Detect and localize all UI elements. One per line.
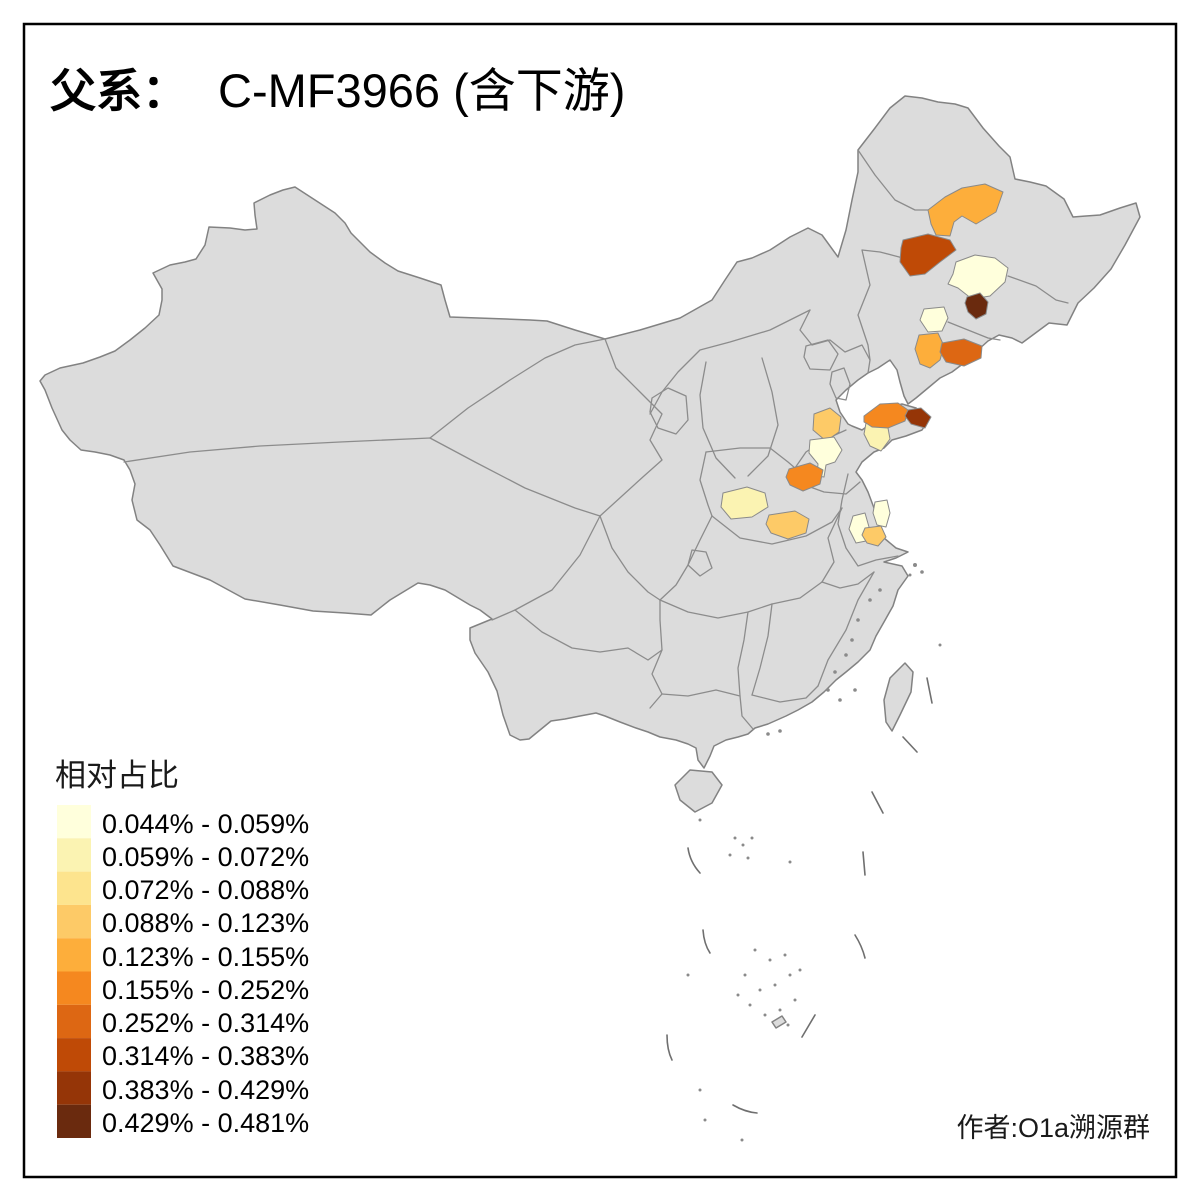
legend-swatch-8: [57, 1038, 91, 1072]
legend-swatch-10: [57, 1104, 91, 1138]
china-mainland-shape: [39, 95, 1141, 1142]
map-region-liaoning-orange: [914, 332, 945, 369]
legend-label-8: 0.314% - 0.383%: [102, 1041, 309, 1071]
map-region-henan-pale: [720, 486, 769, 520]
legend-swatch-4: [57, 904, 91, 939]
legend-swatch-2: [57, 838, 91, 872]
legend-label-7: 0.252% - 0.314%: [102, 1008, 309, 1038]
small-island: [771, 1015, 787, 1029]
highlighted-regions: [720, 183, 1009, 547]
legend: 相对占比 0.044% - 0.059% 0.059% - 0.072% 0.0…: [55, 758, 309, 1138]
plot-frame: [22, 22, 1178, 1179]
map-region-shandong-cream: [808, 436, 843, 478]
legend-swatch-3: [57, 871, 91, 905]
legend-title: 相对占比: [55, 758, 179, 793]
legend-swatch-6: [57, 971, 91, 1005]
taiwan-island: [883, 662, 914, 732]
map-region-northeast-orange: [927, 183, 1004, 237]
legend-swatch-7: [57, 1004, 91, 1039]
page-title-prefix: 父系：: [50, 65, 188, 117]
map-region-east-cream-2: [872, 499, 891, 528]
legend-label-2: 0.059% - 0.072%: [102, 842, 309, 872]
map-region-east-lightorange: [861, 525, 887, 547]
legend-label-5: 0.123% - 0.155%: [102, 942, 309, 972]
legend-swatch-5: [57, 938, 91, 972]
map-region-northeast-rust: [899, 233, 957, 277]
legend-label-6: 0.155% - 0.252%: [102, 975, 309, 1005]
sea-boundary-dashes: [666, 677, 933, 1114]
map-region-shandong-darkred: [904, 407, 932, 429]
map-region-henan-orange: [785, 462, 824, 492]
legend-swatch-9: [57, 1071, 91, 1105]
page-title: C-MF3966 (含下游): [218, 64, 625, 117]
legend-label-10: 0.429% - 0.481%: [102, 1108, 309, 1138]
legend-label-3: 0.072% - 0.088%: [102, 875, 309, 905]
attribution-text: 作者:O1a溯源群: [956, 1113, 1150, 1143]
legend-label-9: 0.383% - 0.429%: [102, 1075, 309, 1105]
hainan-island: [674, 769, 723, 813]
map-region-henan-lightorange: [765, 510, 810, 540]
map-region-liaoning-darkorange: [939, 338, 983, 367]
legend-label-4: 0.088% - 0.123%: [102, 908, 309, 938]
map-region-shandong-lightorange: [812, 407, 842, 442]
map-region-northeast-cream: [947, 254, 1009, 300]
map-region-darkbrown-spot: [964, 292, 989, 320]
province-borders: [123, 149, 1069, 730]
legend-label-1: 0.044% - 0.059%: [102, 809, 309, 839]
map-region-shandong-paleyellow: [863, 422, 891, 452]
island-specks: [686, 563, 942, 1142]
map-region-liaoning-cream: [919, 306, 949, 333]
legend-swatch-1: [57, 805, 91, 839]
